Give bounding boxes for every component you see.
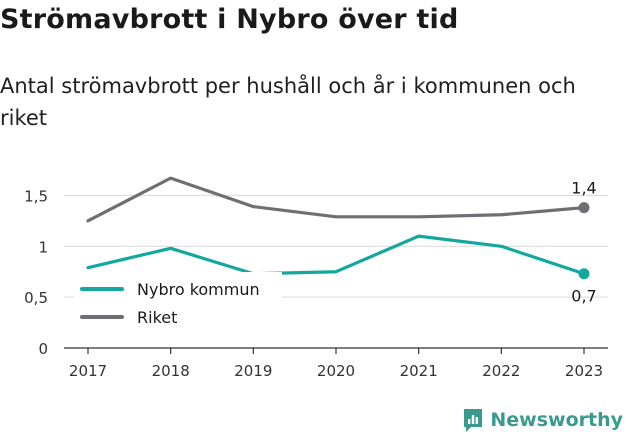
y-tick-label: 1,5 xyxy=(24,187,48,205)
y-tick-label: 1 xyxy=(38,238,48,256)
chart-subtitle: Antal strömavbrott per hushåll och år i … xyxy=(0,74,576,130)
end-marker xyxy=(578,268,590,280)
y-tick-label: 0,5 xyxy=(24,289,48,307)
brand: Newsworthy xyxy=(462,407,623,433)
x-tick-label: 2023 xyxy=(565,362,603,380)
x-tick-label: 2017 xyxy=(69,362,107,380)
brand-name: Newsworthy xyxy=(490,409,623,431)
series-line-riket xyxy=(86,176,586,223)
y-tick-label: 0 xyxy=(38,340,48,358)
series-line-nybro-kommun xyxy=(86,234,586,276)
x-tick-label: 2018 xyxy=(152,362,190,380)
legend-background xyxy=(74,272,282,332)
x-tick-label: 2021 xyxy=(400,362,438,380)
x-tick-label: 2022 xyxy=(482,362,520,380)
end-marker xyxy=(578,202,590,214)
end-value-label: 0,7 xyxy=(571,287,596,306)
legend-label: Nybro kommun xyxy=(137,280,260,299)
end-value-label: 1,4 xyxy=(571,179,596,198)
x-tick-label: 2020 xyxy=(317,362,355,380)
chart-title: Strömavbrott i Nybro över tid xyxy=(0,4,459,35)
newsworthy-logo-icon xyxy=(464,409,483,432)
legend-label: Riket xyxy=(137,308,177,327)
x-tick-label: 2019 xyxy=(234,362,272,380)
